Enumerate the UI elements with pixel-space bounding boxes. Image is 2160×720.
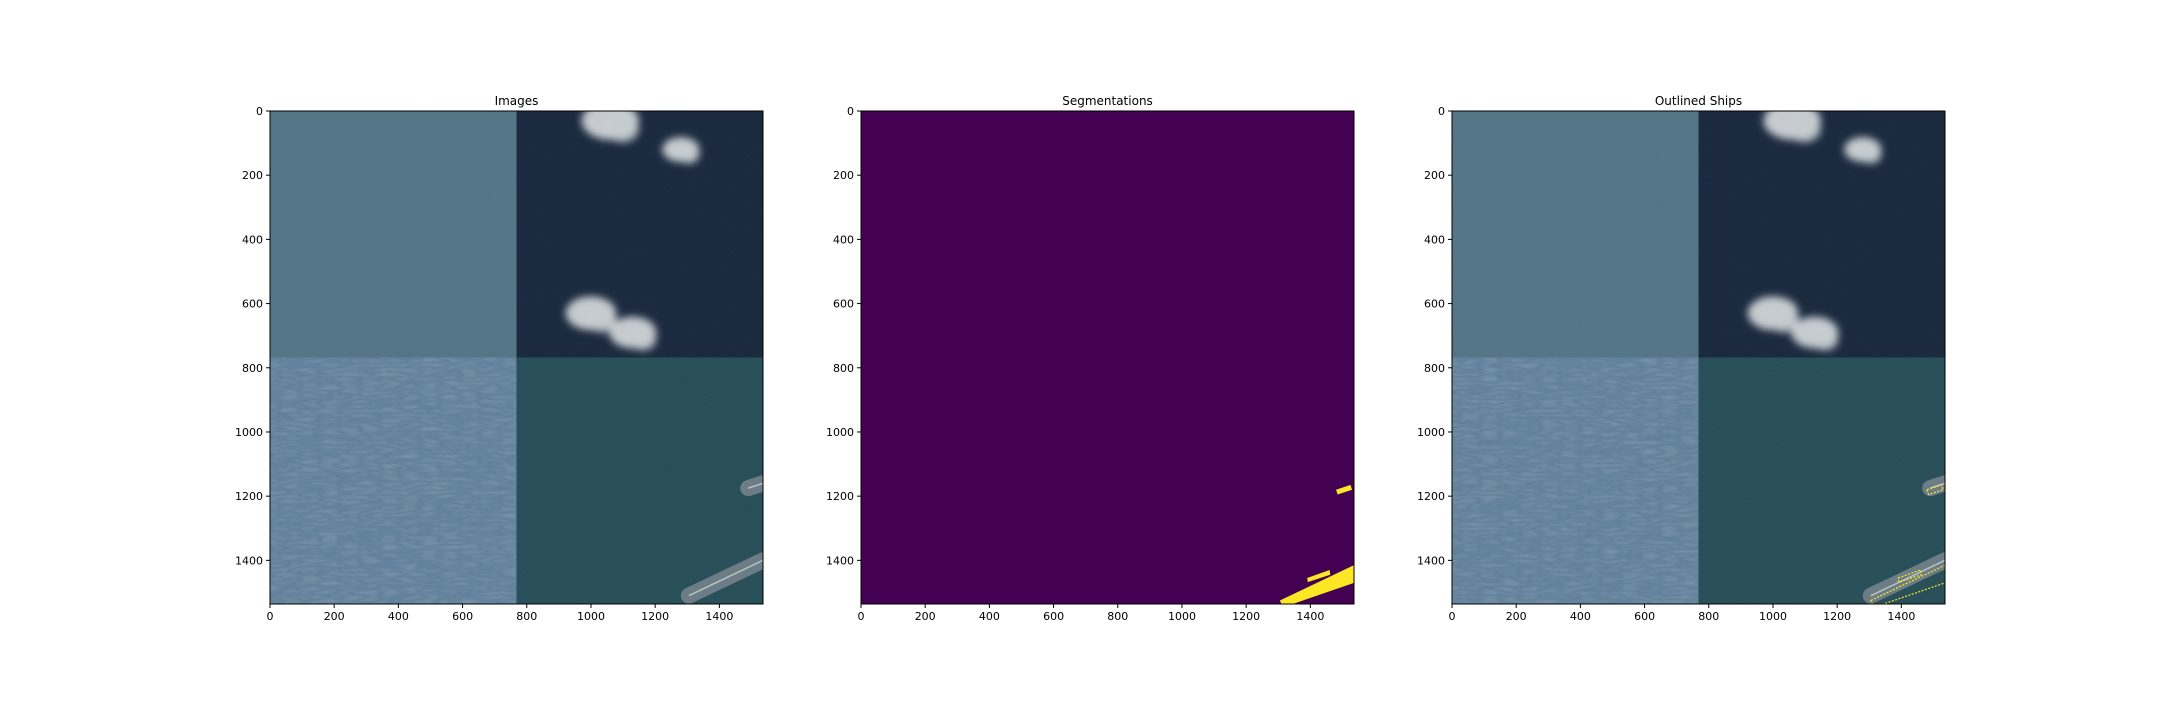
ship-outline [1897,569,1922,583]
x-tick-label: 600 [452,610,473,623]
ship-mask [1336,484,1353,495]
tile-texture [1698,111,1945,358]
y-tick-label: 200 [1424,169,1445,182]
ship-deck [688,559,763,597]
x-tick-label: 1200 [1823,610,1851,623]
y-tick-label: 0 [256,105,263,118]
cloud-puff [1788,115,1821,143]
x-tick-label: 1400 [705,610,733,623]
segmentation-background [861,111,1354,604]
x-tick-label: 600 [1043,610,1064,623]
images-panel-image [270,111,763,604]
x-tick-label: 400 [1570,610,1591,623]
cloud-puff [587,308,617,333]
y-tick-label: 1000 [826,426,854,439]
tile-texture [1452,357,1699,604]
segmentations-panel-ticks: 0 200 400 600 800 1000 1200 1400 0 200 400 600 800 10… [826,105,1324,623]
x-tick-label: 1200 [1232,610,1260,623]
tile-texture [516,111,763,358]
ship-mask [1279,565,1354,604]
y-tick-label: 200 [242,169,263,182]
x-tick-label: 1200 [641,610,669,623]
x-tick-label: 1400 [1887,610,1915,623]
tile-texture [1698,357,1945,604]
x-tick-label: 1000 [577,610,605,623]
segmentations-panel-image [861,111,1354,604]
ship-deck [748,482,763,489]
y-tick-label: 0 [847,105,854,118]
ship-mask [1307,569,1331,583]
segmentations-panel-frame [860,110,1355,605]
y-tick-label: 400 [1424,233,1445,246]
cloud-puff [678,145,700,164]
outlined-ships-panel: Outlined Ships 0 200 400 600 800 1000 1200 1400… [1417,94,1946,623]
y-tick-label: 1200 [235,490,263,503]
cloud-puff [606,115,639,143]
outlined-ships-panel-title: Outlined Ships [1655,94,1742,108]
y-tick-label: 600 [242,298,263,311]
x-tick-label: 400 [388,610,409,623]
y-tick-label: 1200 [1417,490,1445,503]
clouds [565,111,700,351]
cloud-puff [1860,145,1882,164]
images-panel-title: Images [495,94,539,108]
y-tick-label: 1200 [826,490,854,503]
images-panel-frame [269,110,764,605]
tile-texture [1452,111,1699,358]
y-tick-label: 400 [833,233,854,246]
outlined-ships-panel-image [1452,111,1946,605]
y-tick-label: 800 [242,362,263,375]
y-tick-label: 1400 [1417,554,1445,567]
x-tick-label: 1000 [1759,610,1787,623]
x-tick-label: 800 [1698,610,1719,623]
x-tick-label: 800 [516,610,537,623]
ship-outline [1870,564,1946,605]
x-tick-label: 600 [1634,610,1655,623]
tile-texture [516,357,763,604]
cloud-puff [1811,327,1839,351]
tile-texture [270,357,517,604]
x-tick-label: 200 [915,610,936,623]
y-tick-label: 1400 [826,554,854,567]
mosaic [270,111,763,604]
outlined-ships-panel-ticks: 0 200 400 600 800 1000 1200 1400 0 200 400 600 800 10… [1417,105,1915,623]
y-tick-label: 800 [833,362,854,375]
x-tick-label: 800 [1107,610,1128,623]
x-tick-label: 0 [1449,610,1456,623]
x-tick-label: 1000 [1168,610,1196,623]
ship-deck [1870,559,1945,597]
x-tick-label: 0 [267,610,274,623]
y-tick-label: 800 [1424,362,1445,375]
outlined-ships-panel-frame [1451,110,1946,605]
y-tick-label: 600 [1424,298,1445,311]
images-panel: Images 0 200 400 600 800 1000 1200 1400 0 200 400 6… [235,94,764,623]
y-tick-label: 1000 [1417,426,1445,439]
mosaic [1452,111,1945,604]
y-tick-label: 1400 [235,554,263,567]
y-tick-label: 400 [242,233,263,246]
segmentations-panel-title: Segmentations [1062,94,1153,108]
clouds [1747,111,1882,351]
y-tick-label: 0 [1438,105,1445,118]
y-tick-label: 1000 [235,426,263,439]
x-tick-label: 1400 [1296,610,1324,623]
x-tick-label: 0 [858,610,865,623]
y-tick-label: 600 [833,298,854,311]
tile-texture [270,111,517,358]
x-tick-label: 200 [1506,610,1527,623]
y-tick-label: 200 [833,169,854,182]
cloud-puff [629,327,657,351]
x-tick-label: 400 [979,610,1000,623]
cloud-puff [1769,308,1799,333]
images-panel-ticks: 0 200 400 600 800 1000 1200 1400 0 200 400 600 800 10… [235,105,733,623]
x-tick-label: 200 [324,610,345,623]
segmentations-panel: Segmentations 0 200 400 600 800 1000 1200 14000… [826,94,1355,623]
